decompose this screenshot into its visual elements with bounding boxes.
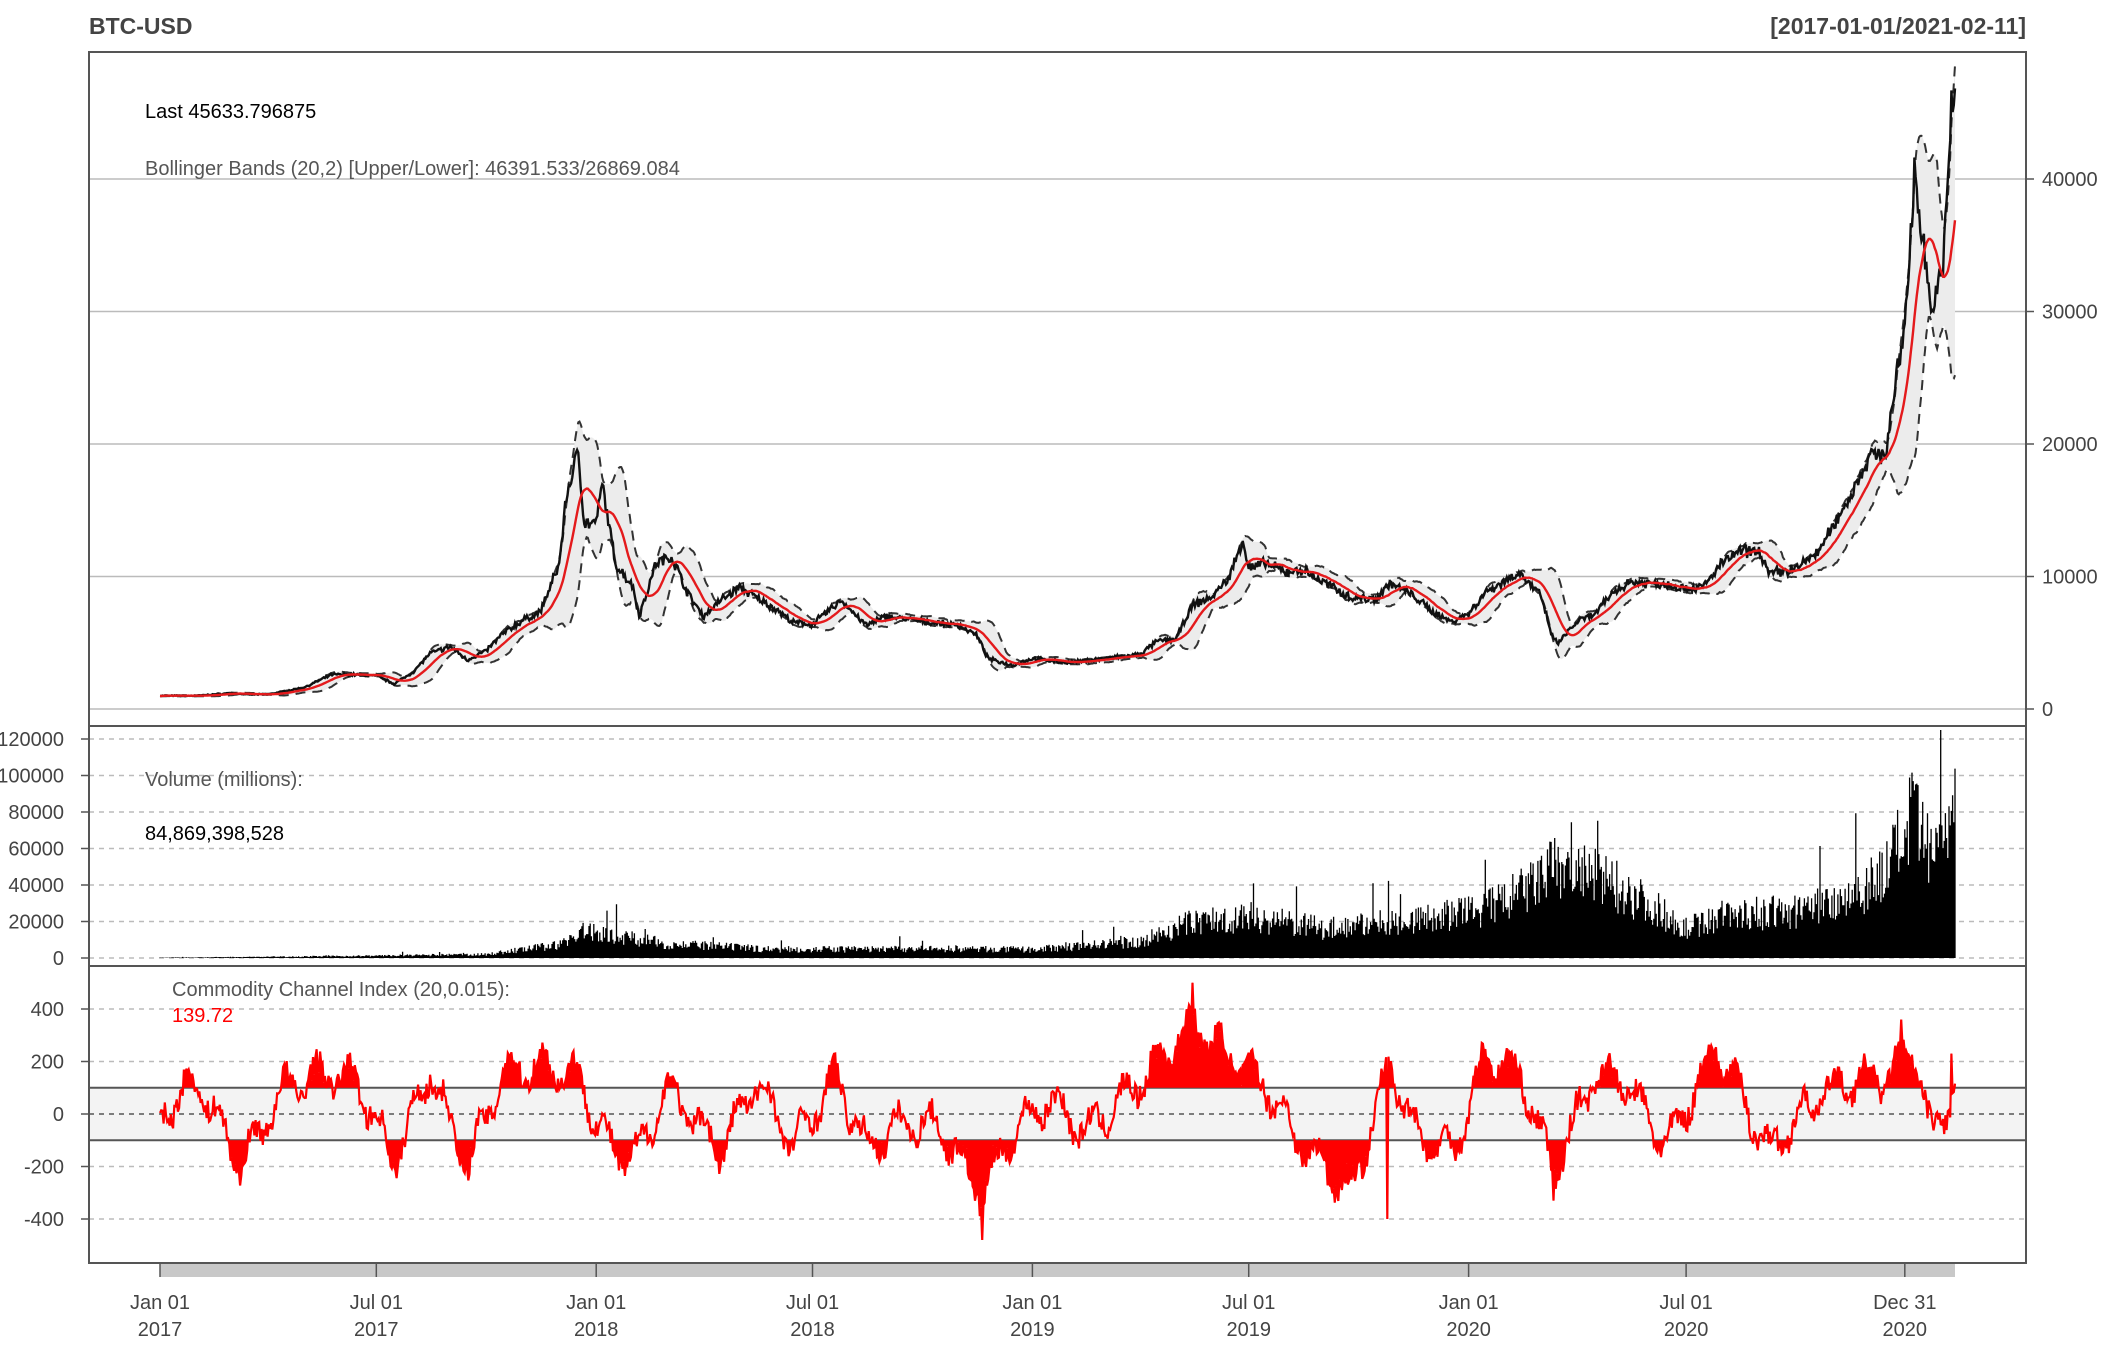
price-y-tick-label: 40000: [2042, 169, 2098, 191]
x-axis: Jan 01 2017 Jul 01 2017 Jan 01 2018 Jul 01 2018…: [130, 1263, 1936, 1341]
volume-last-value: 84,869,398,528: [145, 823, 284, 845]
last-price-label: Last 45633.796875: [145, 101, 316, 123]
price-line: [160, 88, 1957, 698]
x-axis-tick-label: Jan 01: [1002, 1292, 1062, 1314]
cci-panel: -400 -200 0 200 400 Commodity Channel Index …: [24, 979, 2026, 1241]
x-axis-tick-year: 2017: [138, 1319, 183, 1341]
cci-y-axis: -400 -200 0 200 400: [24, 999, 89, 1231]
cci-label: Commodity Channel Index (20,0.015):: [172, 979, 510, 1001]
cci-y-tick-label: 0: [53, 1104, 64, 1126]
price-y-tick-label: 10000: [2042, 567, 2098, 589]
outer-frame: [88, 51, 2027, 1264]
volume-y-axis: 0 20000 40000 60000 80000 100000 120000: [0, 729, 89, 970]
x-axis-tick-year: 2017: [354, 1319, 399, 1341]
x-axis-tick-label: Dec 31: [1873, 1292, 1936, 1314]
price-y-tick-label: 0: [2042, 699, 2053, 721]
chart-date-range: [2017-01-01/2021-02-11]: [1770, 13, 2026, 39]
x-axis-tick-label: Jan 01: [566, 1292, 626, 1314]
x-axis-tick-label: Jan 01: [1439, 1292, 1499, 1314]
x-axis-tick-label: Jul 01: [350, 1292, 403, 1314]
x-axis-tick-year: 2018: [574, 1319, 619, 1341]
price-y-tick-label: 30000: [2042, 302, 2098, 324]
x-axis-tick-label: Jul 01: [1222, 1292, 1275, 1314]
x-axis-tick-year: 2018: [790, 1319, 835, 1341]
volume-y-tick-label: 20000: [8, 912, 64, 934]
x-axis-tick-label: Jul 01: [1659, 1292, 1712, 1314]
x-axis-tick-label: Jan 01: [130, 1292, 190, 1314]
chart-title: BTC-USD: [89, 13, 193, 39]
moving-average-line: [160, 220, 1957, 698]
volume-y-tick-label: 60000: [8, 839, 64, 861]
cci-last-value: 139.72: [172, 1005, 233, 1027]
volume-bar-series: [159, 730, 1956, 958]
x-axis-tick-year: 2020: [1883, 1319, 1928, 1341]
volume-bars: [159, 730, 1956, 958]
volume-panel: 0 20000 40000 60000 80000 100000 120000 Volume…: [0, 729, 2026, 970]
volume-y-tick-label: 40000: [8, 875, 64, 897]
x-axis-tick-year: 2020: [1446, 1319, 1491, 1341]
x-axis-tick-year: 2020: [1664, 1319, 1709, 1341]
cci-y-tick-label: 200: [31, 1052, 64, 1074]
bollinger-band-fill: [160, 65, 1955, 697]
price-y-tick-label: 20000: [2042, 434, 2098, 456]
price-y-axis: 0 10000 20000 30000 40000: [2026, 169, 2098, 721]
volume-y-tick-label: 120000: [0, 729, 64, 751]
x-axis-tick-year: 2019: [1226, 1319, 1271, 1341]
volume-y-tick-label: 80000: [8, 802, 64, 824]
price-gridlines: [89, 178, 2026, 710]
x-axis-tick-label: Jul 01: [786, 1292, 839, 1314]
bollinger-bands-label: Bollinger Bands (20,2) [Upper/Lower]: 46…: [145, 158, 680, 180]
cci-y-tick-label: 400: [31, 999, 64, 1021]
cci-line: [159, 982, 1957, 1241]
cci-y-tick-label: -200: [24, 1157, 64, 1179]
volume-y-tick-label: 100000: [0, 766, 64, 788]
volume-y-tick-label: 0: [53, 948, 64, 970]
x-axis-range-bar: [160, 1264, 1955, 1277]
volume-label: Volume (millions):: [145, 769, 303, 791]
x-axis-tick-year: 2019: [1010, 1319, 1055, 1341]
cci-y-tick-label: -400: [24, 1209, 64, 1231]
